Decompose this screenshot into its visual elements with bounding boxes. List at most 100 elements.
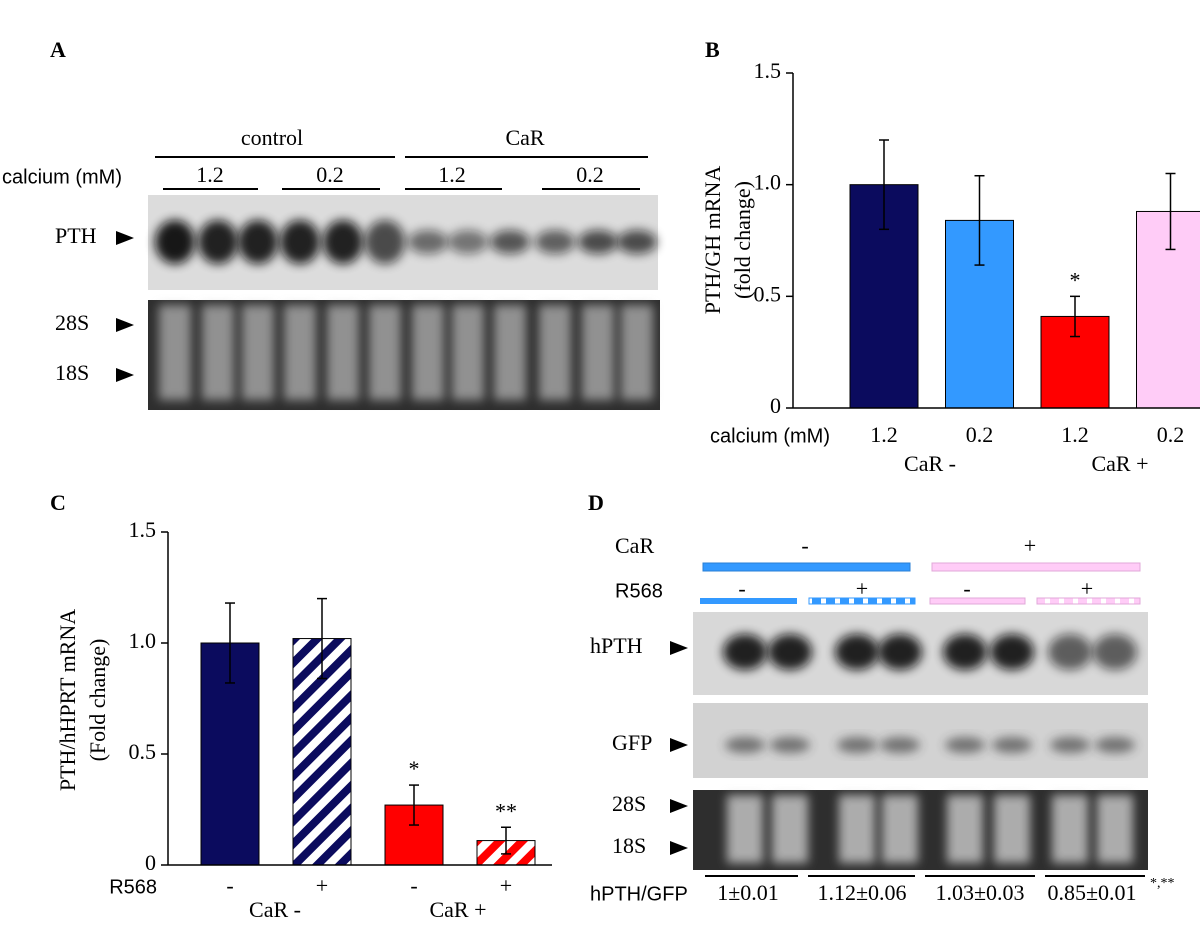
band xyxy=(1093,634,1137,670)
blot-bands xyxy=(155,220,657,400)
band xyxy=(198,220,238,264)
concentration: 1.2 xyxy=(438,162,466,187)
lane xyxy=(727,795,763,863)
ratio-label: hPTH/GFP xyxy=(590,883,688,905)
band xyxy=(835,634,879,670)
condition-bar xyxy=(702,562,911,572)
band xyxy=(1050,737,1090,753)
lane xyxy=(412,305,444,400)
band xyxy=(992,737,1032,753)
band xyxy=(1048,634,1092,670)
r568-state: + xyxy=(856,576,868,601)
r568-label: R568 xyxy=(615,580,663,602)
y-axis-label: (Fold change) xyxy=(85,639,110,762)
band xyxy=(490,230,530,254)
x-tick-label: - xyxy=(226,873,233,898)
band xyxy=(535,230,575,254)
concentration: 0.2 xyxy=(576,162,604,187)
r568-state: + xyxy=(1081,576,1093,601)
band-label: 18S xyxy=(55,360,89,385)
arrows xyxy=(670,641,688,855)
lane xyxy=(994,795,1030,863)
y-tick-label: 1.5 xyxy=(129,517,157,542)
panel-letter: B xyxy=(705,37,720,62)
x-tick-label: 1.2 xyxy=(870,422,898,447)
lane xyxy=(772,795,808,863)
x-tick-label: + xyxy=(316,873,328,898)
bar xyxy=(1136,210,1200,409)
group-label: CaR - xyxy=(249,897,301,922)
panel-letter: A xyxy=(50,37,66,62)
group-label: CaR + xyxy=(429,897,486,922)
band xyxy=(990,634,1034,670)
ratio: 1.12±0.06 xyxy=(817,880,906,905)
band-label: 28S xyxy=(55,310,89,335)
band xyxy=(878,634,922,670)
x-axis-label: calcium (mM) xyxy=(710,425,830,447)
concentration: 0.2 xyxy=(316,162,344,187)
ratio: 1±0.01 xyxy=(717,880,779,905)
x-tick-label: 1.2 xyxy=(1061,422,1089,447)
band-label: 28S xyxy=(612,791,646,816)
annotation: * xyxy=(1070,267,1081,292)
band-label: PTH xyxy=(55,223,97,248)
arrows xyxy=(116,231,134,382)
band xyxy=(945,737,985,753)
band-label: hPTH xyxy=(590,633,643,658)
band xyxy=(617,230,657,254)
y-tick-label: 0.5 xyxy=(754,281,782,306)
lane xyxy=(947,795,983,863)
panel-letter: D xyxy=(588,490,604,515)
band xyxy=(1095,737,1135,753)
x-tick-label: + xyxy=(500,873,512,898)
band xyxy=(837,737,877,753)
y-tick-label: 0 xyxy=(145,850,156,875)
band xyxy=(943,634,987,670)
annotation: ** xyxy=(495,798,517,823)
x-tick-label: 0.2 xyxy=(966,422,994,447)
band xyxy=(448,230,488,254)
lane xyxy=(621,305,653,400)
calcium-label: calcium (mM) xyxy=(2,166,122,188)
lane xyxy=(494,305,526,400)
y-tick-label: 1.0 xyxy=(129,628,157,653)
condition-bar xyxy=(700,598,797,604)
band xyxy=(725,737,765,753)
lane xyxy=(202,305,234,400)
y-tick-label: 1.0 xyxy=(754,170,782,195)
concentration: 1.2 xyxy=(196,162,224,187)
r568-state: - xyxy=(738,576,745,601)
band xyxy=(880,737,920,753)
group-label: CaR + xyxy=(1091,451,1148,476)
car-state: - xyxy=(801,533,808,558)
band xyxy=(238,220,278,264)
y-axis-label: PTH/GH mRNA xyxy=(700,166,725,315)
band xyxy=(323,220,363,264)
band xyxy=(408,230,448,254)
lane xyxy=(582,305,614,400)
panel-letter: C xyxy=(50,490,66,515)
condition-bar xyxy=(808,597,916,605)
car-label: CaR xyxy=(615,533,654,558)
group-label: CaR - xyxy=(904,451,956,476)
y-axis-label: PTH/hHPRT mRNA xyxy=(55,609,80,791)
band xyxy=(768,634,812,670)
annotation: * xyxy=(409,756,420,781)
blot-bands xyxy=(723,634,1137,863)
y-tick-label: 0.5 xyxy=(129,739,157,764)
r568-state: - xyxy=(963,576,970,601)
y-axis-label: (fold change) xyxy=(730,181,755,299)
x-axis-label: R568 xyxy=(109,876,157,898)
band xyxy=(723,634,767,670)
car-state: + xyxy=(1024,533,1036,558)
lane xyxy=(159,305,191,400)
lane xyxy=(284,305,316,400)
lane xyxy=(242,305,274,400)
band xyxy=(578,230,618,254)
band xyxy=(770,737,810,753)
lane xyxy=(1052,795,1088,863)
x-tick-label: 0.2 xyxy=(1157,422,1185,447)
x-tick-label: - xyxy=(410,873,417,898)
y-tick-label: 0 xyxy=(770,393,781,418)
